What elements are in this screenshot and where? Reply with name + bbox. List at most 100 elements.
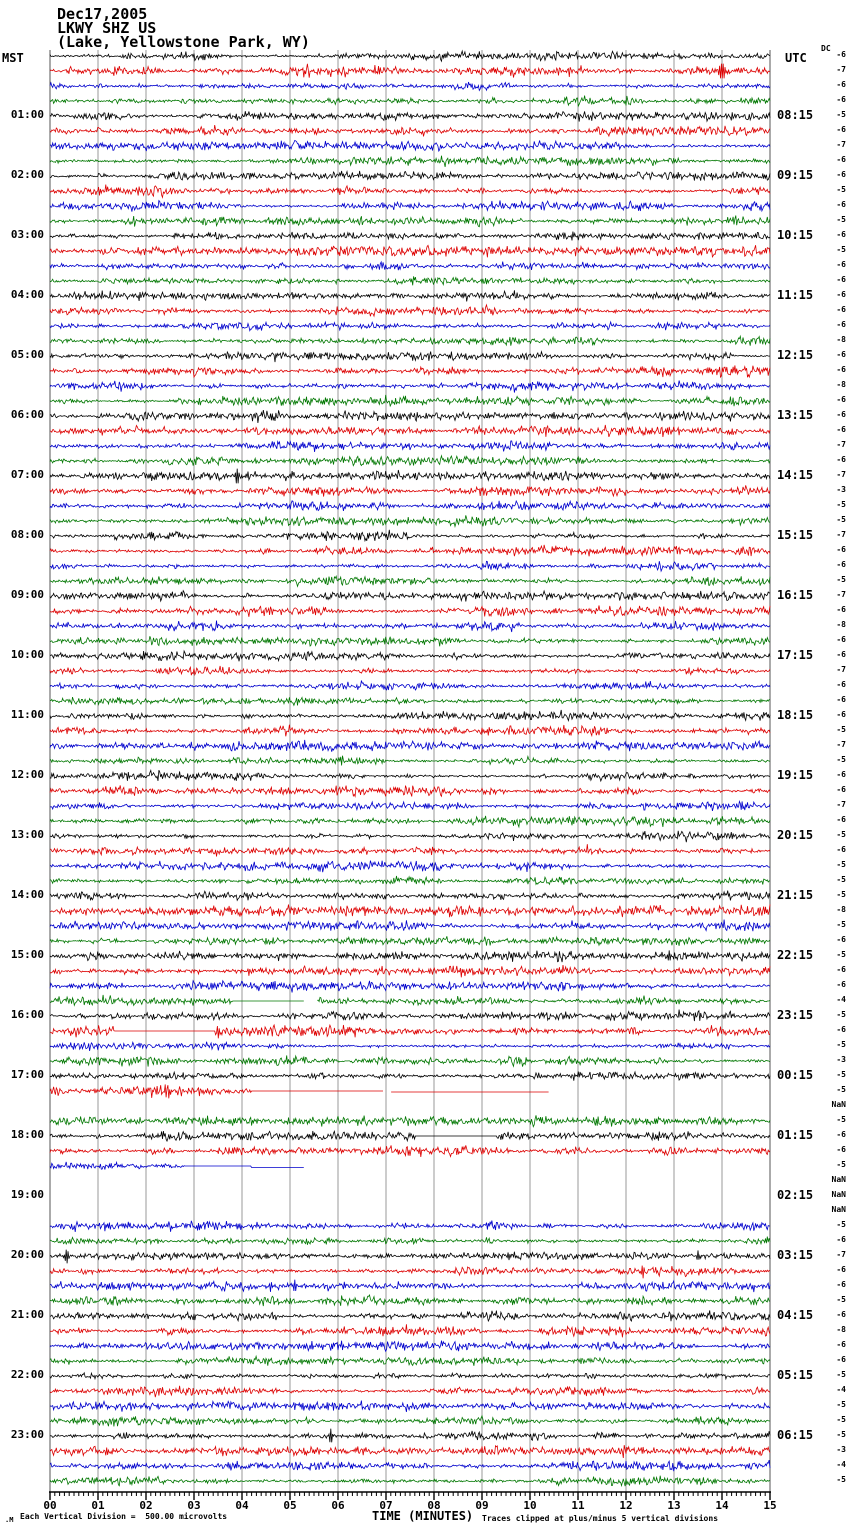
dc-offset-value: NaN (831, 1205, 846, 1214)
trace-row-red (49, 724, 771, 738)
mst-hour-label: 15:00 (10, 948, 44, 961)
trace-row-green (49, 574, 771, 588)
mst-hour-label: 16:00 (10, 1008, 44, 1021)
dc-offset-value: -6 (836, 170, 846, 179)
trace-row-blue (49, 139, 771, 153)
dc-offset-value: -5 (836, 1160, 846, 1169)
dc-offset-value: -5 (836, 1220, 846, 1229)
trace-row-black (49, 1428, 771, 1443)
trace-row-black (49, 1070, 771, 1082)
trace-row-green (49, 95, 771, 108)
trace-row-red (50, 424, 771, 438)
dc-offset-value: -5 (836, 830, 846, 839)
utc-hour-label: 21:15 (777, 888, 814, 902)
dc-offset-value: -6 (836, 605, 846, 614)
dc-offset-value: -3 (836, 1055, 846, 1064)
utc-hour-label: 02:15 (777, 1188, 814, 1202)
trace-row-red (49, 1023, 771, 1039)
mst-hour-label: 12:00 (10, 768, 44, 781)
utc-hour-label: 17:15 (777, 648, 814, 662)
dc-offset-value: -6 (836, 635, 846, 644)
trace-row-green (49, 696, 771, 707)
trace-row-green (49, 515, 771, 528)
mst-hour-label: 02:00 (10, 168, 44, 181)
trace-row-black (49, 1249, 771, 1264)
dc-offset-value: -7 (836, 65, 846, 74)
trace-row-red (49, 785, 771, 798)
mst-hour-label: 18:00 (10, 1128, 44, 1141)
trace-row-green (49, 454, 771, 467)
trace-row-green (49, 994, 771, 1007)
dc-offset-value: -6 (836, 1280, 846, 1289)
dc-offset-value: -6 (836, 1310, 846, 1319)
trace-row-black (49, 110, 771, 123)
trace-row-black (49, 1310, 771, 1323)
dc-offset-value: -4 (836, 1385, 846, 1394)
dc-offset-value: -6 (836, 320, 846, 329)
dc-offset-value: -6 (836, 980, 846, 989)
dc-offset-value: -3 (836, 485, 846, 494)
time-axis-label: TIME (MINUTES) (372, 1509, 474, 1523)
utc-hour-label: 20:15 (777, 828, 814, 842)
dc-offset-value: -6 (836, 365, 846, 374)
dc-offset-value: -5 (836, 1370, 846, 1379)
mst-hour-label: 10:00 (10, 648, 44, 661)
mst-hour-label: 17:00 (10, 1068, 44, 1081)
dc-offset-value: -5 (836, 920, 846, 929)
dc-offset-value: -6 (836, 845, 846, 854)
trace-row-blue (49, 919, 771, 932)
utc-hour-label: 00:15 (777, 1068, 814, 1082)
utc-hour-label: 22:15 (777, 948, 814, 962)
dc-offset-value: -7 (836, 440, 846, 449)
dc-offset-value: -6 (836, 305, 846, 314)
dc-offset-value: -6 (836, 965, 846, 974)
dc-offset-value: -6 (836, 560, 846, 569)
trace-row-green (49, 636, 771, 647)
utc-hour-label: 23:15 (777, 1008, 814, 1022)
trace-row-red (49, 485, 771, 498)
dc-offset-value: -6 (836, 50, 846, 59)
trace-row-green (49, 1294, 771, 1307)
dc-offset-value: -4 (836, 995, 846, 1004)
dc-offset-value: -3 (836, 1445, 846, 1454)
trace-row-green (49, 215, 771, 228)
trace-row-black (50, 649, 771, 663)
dc-offset-value: -6 (836, 815, 846, 824)
trace-row-blue (49, 1399, 771, 1412)
dc-offset-value: -5 (836, 1115, 846, 1124)
trace-row-black (49, 1371, 771, 1381)
mst-hour-label: 01:00 (10, 108, 44, 121)
trace-row-red (49, 665, 771, 677)
trace-row-red (49, 605, 771, 618)
utc-hour-label: 16:15 (777, 588, 814, 602)
trace-row-blue (49, 440, 771, 452)
dc-offset-value: -6 (836, 1025, 846, 1034)
dc-offset-value: -5 (836, 860, 846, 869)
trace-row-blue (49, 739, 771, 752)
trace-row-black (49, 529, 771, 543)
title-station: LKWY SHZ US (57, 19, 157, 37)
trace-row-green (49, 875, 771, 886)
trace-row-red (50, 1324, 771, 1338)
mst-hour-label: 19:00 (10, 1188, 44, 1201)
trace-row-green (49, 1414, 771, 1427)
trace-row-black (49, 709, 771, 723)
utc-hour-label: 14:15 (777, 468, 814, 482)
trace-row-red (49, 184, 771, 199)
trace-row-blue (49, 1459, 771, 1472)
mst-hour-label: 23:00 (10, 1428, 44, 1441)
mst-hour-label: 20:00 (10, 1248, 44, 1261)
trace-row-blue (49, 860, 771, 873)
trace-row-red (49, 244, 771, 259)
title-date: Dec17,2005 (57, 5, 148, 23)
trace-row-red (49, 1145, 771, 1158)
dc-offset-value: -6 (836, 545, 846, 554)
dc-offset-value: -7 (836, 140, 846, 149)
trace-row-blue (49, 1041, 771, 1051)
dc-offset-value: -7 (836, 665, 846, 674)
dc-offset-value: -6 (836, 230, 846, 239)
dc-offset-value: NaN (831, 1190, 846, 1199)
utc-hour-label: 08:15 (777, 108, 814, 122)
dc-offset-value: -5 (836, 1295, 846, 1304)
